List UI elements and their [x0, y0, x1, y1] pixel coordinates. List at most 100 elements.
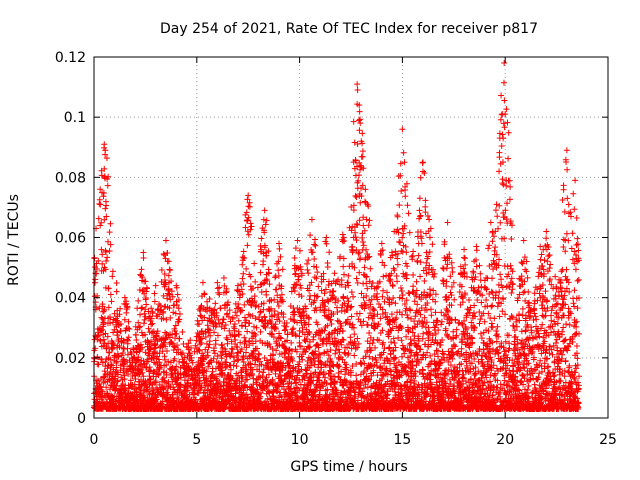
data-point: [138, 272, 145, 279]
data-point: [397, 284, 404, 291]
data-point: [101, 306, 108, 313]
data-point: [351, 352, 358, 359]
data-point: [138, 329, 145, 336]
data-point: [103, 202, 110, 209]
data-point: [133, 388, 140, 395]
data-point: [97, 186, 104, 193]
data-point: [107, 220, 114, 227]
data-point: [104, 254, 111, 261]
data-point: [422, 197, 429, 204]
data-point: [160, 315, 167, 322]
data-point: [199, 355, 206, 362]
data-point: [334, 317, 341, 324]
data-point: [118, 374, 125, 381]
data-point: [220, 274, 227, 281]
data-point: [416, 195, 423, 202]
data-point: [226, 307, 233, 314]
data-point: [113, 279, 120, 286]
data-point: [357, 162, 364, 169]
data-point: [423, 259, 430, 266]
data-point: [222, 289, 229, 296]
data-point: [95, 215, 102, 222]
data-point: [223, 363, 230, 370]
data-point: [413, 278, 420, 285]
data-point: [124, 303, 131, 310]
data-point: [97, 337, 104, 344]
data-point: [213, 312, 220, 319]
data-point: [210, 307, 217, 314]
data-point: [400, 149, 407, 156]
data-point: [354, 140, 361, 147]
data-point: [417, 174, 424, 181]
data-point: [417, 259, 424, 266]
data-point: [239, 261, 246, 268]
data-point: [103, 258, 110, 265]
data-point: [145, 358, 152, 365]
data-point: [141, 316, 148, 323]
data-point: [216, 284, 223, 291]
data-point: [244, 242, 251, 249]
data-point: [195, 390, 202, 397]
data-point: [243, 265, 250, 272]
data-point: [357, 120, 364, 127]
data-point: [361, 264, 368, 271]
data-point: [402, 193, 409, 200]
data-point: [160, 292, 167, 299]
data-point: [315, 283, 322, 290]
data-point: [246, 203, 253, 210]
data-point: [258, 288, 265, 295]
data-point: [273, 347, 280, 354]
data-point: [242, 323, 249, 330]
data-point: [113, 382, 120, 389]
data-point: [161, 383, 168, 390]
data-point: [165, 358, 172, 365]
data-point: [124, 351, 131, 358]
data-point: [189, 359, 196, 366]
data-point: [227, 366, 234, 373]
data-point: [174, 342, 181, 349]
data-point: [132, 362, 139, 369]
data-point: [132, 331, 139, 338]
data-point: [144, 285, 151, 292]
data-point: [245, 311, 252, 318]
data-point: [97, 201, 104, 208]
data-point: [365, 222, 372, 229]
data-point: [128, 350, 135, 357]
data-point: [421, 169, 428, 176]
data-point: [292, 270, 299, 277]
data-point: [139, 344, 146, 351]
data-point: [356, 117, 363, 124]
data-point: [107, 291, 114, 298]
data-point: [162, 281, 169, 288]
data-point: [94, 377, 101, 384]
data-point: [211, 306, 218, 313]
data-point: [219, 341, 226, 348]
data-point: [203, 368, 210, 375]
data-point: [107, 356, 114, 363]
data-point: [116, 343, 123, 350]
data-point: [191, 396, 198, 403]
data-point: [94, 353, 101, 360]
data-point: [101, 165, 108, 172]
data-point: [135, 297, 142, 304]
data-point: [115, 353, 122, 360]
data-point: [404, 314, 411, 321]
data-point: [145, 325, 152, 332]
data-point: [366, 217, 373, 224]
data-point: [303, 367, 310, 374]
data-point: [214, 353, 221, 360]
data-point: [273, 286, 280, 293]
data-point: [354, 87, 361, 94]
data-point: [198, 339, 205, 346]
data-point: [93, 265, 100, 272]
data-point: [229, 375, 236, 382]
data-point: [291, 255, 298, 262]
data-point: [298, 293, 305, 300]
data-point: [219, 319, 226, 326]
data-point: [125, 371, 132, 378]
data-point: [185, 340, 192, 347]
data-point: [258, 235, 265, 242]
data-point: [172, 322, 179, 329]
data-point: [348, 313, 355, 320]
